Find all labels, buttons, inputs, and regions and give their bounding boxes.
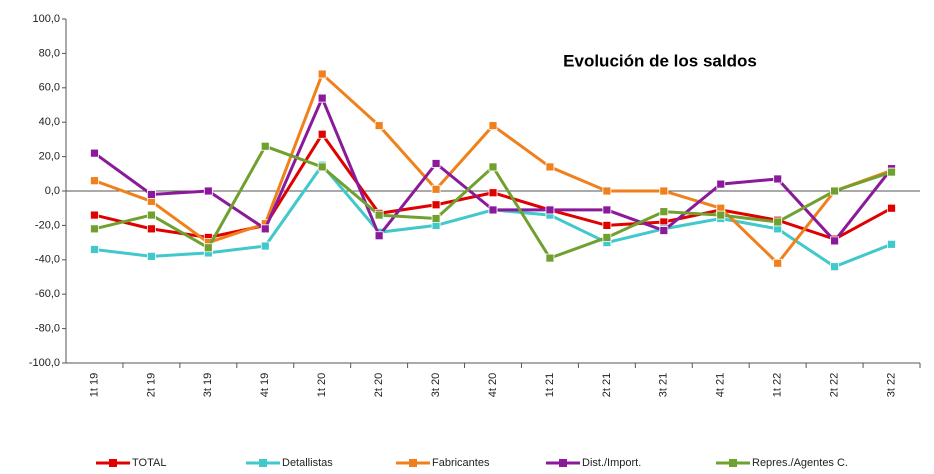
y-tick-label: 60,0 bbox=[39, 82, 60, 94]
x-tick-label: 1t 20 bbox=[316, 373, 328, 397]
y-tick-label: 0,0 bbox=[45, 185, 60, 197]
marker bbox=[773, 258, 783, 268]
marker bbox=[146, 224, 156, 234]
marker bbox=[317, 129, 327, 139]
marker bbox=[317, 69, 327, 79]
marker bbox=[90, 210, 99, 220]
y-tick-label: -100,0 bbox=[29, 357, 60, 369]
legend-label: Repres./Agentes C. bbox=[752, 457, 848, 469]
marker bbox=[545, 253, 555, 263]
marker bbox=[203, 186, 213, 196]
x-tick-label: 4t 20 bbox=[487, 373, 499, 397]
marker bbox=[203, 243, 213, 253]
legend-marker bbox=[259, 459, 267, 467]
x-tick-label: 3t 19 bbox=[202, 373, 214, 397]
marker bbox=[488, 121, 498, 131]
marker bbox=[830, 236, 839, 246]
x-tick-label: 1t 22 bbox=[772, 373, 784, 397]
marker bbox=[887, 167, 896, 177]
marker bbox=[90, 176, 99, 186]
marker bbox=[260, 224, 270, 234]
marker bbox=[431, 200, 441, 210]
x-tick-label: 3t 21 bbox=[658, 373, 670, 397]
x-tick-label: 4t 21 bbox=[715, 373, 727, 397]
marker bbox=[773, 174, 783, 184]
series-line bbox=[94, 131, 893, 241]
marker bbox=[659, 207, 669, 217]
legend-label: Fabricantes bbox=[432, 457, 490, 469]
marker bbox=[431, 184, 441, 194]
y-tick-label: 20,0 bbox=[39, 151, 60, 163]
x-tick-label: 2t 20 bbox=[373, 373, 385, 397]
marker bbox=[602, 186, 612, 196]
x-tick-label: 2t 19 bbox=[145, 373, 157, 397]
marker bbox=[146, 251, 156, 261]
legend-marker bbox=[109, 459, 117, 467]
marker bbox=[773, 217, 783, 227]
y-tick-label: -20,0 bbox=[35, 219, 60, 231]
chart-title: Evolución de los saldos bbox=[563, 51, 757, 70]
legend-marker bbox=[729, 459, 737, 467]
y-tick-label: -60,0 bbox=[35, 288, 60, 300]
y-tick-label: 80,0 bbox=[39, 47, 60, 59]
marker bbox=[146, 210, 156, 220]
y-tick-label: -80,0 bbox=[35, 323, 60, 335]
y-tick-label: 100,0 bbox=[32, 13, 60, 25]
marker bbox=[887, 239, 896, 249]
marker bbox=[90, 224, 99, 234]
y-tick-label: 40,0 bbox=[39, 116, 60, 128]
legend-label: TOTAL bbox=[132, 457, 166, 469]
marker bbox=[90, 245, 99, 254]
marker bbox=[260, 141, 270, 151]
x-tick-label: 1t 19 bbox=[88, 373, 100, 397]
marker bbox=[545, 205, 555, 215]
legend-marker bbox=[409, 459, 417, 467]
marker bbox=[317, 93, 327, 103]
marker bbox=[602, 220, 612, 230]
x-tick-label: 2t 22 bbox=[829, 373, 841, 397]
x-tick-label: 4t 19 bbox=[259, 373, 271, 397]
marker bbox=[830, 186, 839, 196]
marker bbox=[830, 262, 839, 272]
marker bbox=[431, 159, 441, 168]
marker bbox=[716, 210, 726, 220]
marker bbox=[545, 162, 555, 172]
marker bbox=[90, 148, 99, 158]
marker bbox=[488, 188, 498, 198]
x-tick-label: 1t 21 bbox=[544, 373, 556, 397]
marker bbox=[374, 231, 384, 241]
marker bbox=[602, 233, 612, 242]
marker bbox=[260, 241, 270, 251]
legend-marker bbox=[559, 459, 567, 467]
x-tick-label: 2t 21 bbox=[601, 373, 613, 397]
legend-label: Detallistas bbox=[282, 457, 333, 469]
marker bbox=[317, 162, 327, 172]
marker bbox=[146, 190, 156, 199]
y-tick-label: -40,0 bbox=[35, 254, 60, 266]
marker bbox=[488, 205, 498, 215]
x-tick-label: 3t 22 bbox=[885, 373, 897, 397]
marker bbox=[659, 186, 669, 196]
marker bbox=[602, 205, 612, 215]
legend-label: Dist./Import. bbox=[582, 457, 641, 469]
x-tick-label: 3t 20 bbox=[430, 373, 442, 397]
marker bbox=[887, 203, 896, 213]
marker bbox=[488, 162, 498, 172]
marker bbox=[659, 226, 669, 235]
marker bbox=[431, 214, 441, 223]
marker bbox=[716, 179, 726, 189]
marker bbox=[374, 121, 384, 131]
marker bbox=[374, 210, 384, 220]
